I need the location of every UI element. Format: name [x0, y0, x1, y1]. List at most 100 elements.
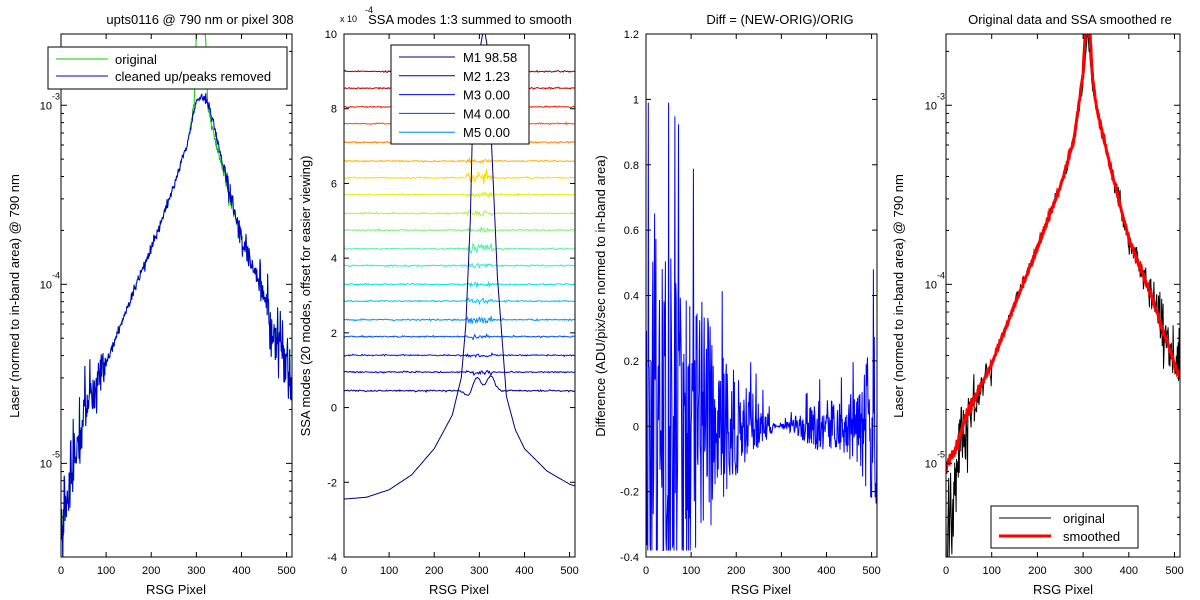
panel-2-plot-area: 0 100 200 300 400 500 -4 -2 0 2 4 6 8 10 M1 98.58 M2 1.… — [325, 29, 579, 577]
x-tick-label: 0 — [58, 565, 64, 577]
legend: original smoothed — [990, 505, 1139, 549]
panel-3-plot-area: 0 100 200 300 400 500 -0.4 -0.2 0 0.2 0.4 0.6 0.8 1 1.… — [620, 29, 881, 577]
y-tick-exponent: -3 — [52, 91, 60, 101]
panel-1-title: upts0116 @ 790 nm or pixel 308 — [106, 12, 293, 27]
mode-line — [344, 209, 575, 217]
series-smoothed-line — [946, 34, 1180, 474]
series-original-line — [61, 34, 292, 557]
y-tick-label: -0.2 — [620, 487, 639, 499]
series-layer — [646, 102, 877, 551]
y-tick-label: 1.2 — [624, 29, 639, 41]
mode-line — [344, 369, 575, 376]
mode-line — [344, 315, 575, 325]
mode-line — [344, 191, 575, 199]
mode-line — [344, 242, 575, 256]
x-tick-label: 100 — [983, 565, 1001, 577]
x-tick-label: 200 — [425, 565, 443, 577]
panel-1-xlabel: RSG Pixel — [146, 582, 206, 597]
y-tick-label: -2 — [327, 477, 337, 489]
y-tick-label: 0.8 — [624, 160, 639, 172]
panel-2-xlabel: RSG Pixel — [429, 582, 489, 597]
x-tick-label: 100 — [380, 565, 398, 577]
x-tick-label: 0 — [643, 565, 649, 577]
y-tick-label: 10 — [925, 279, 937, 291]
panel-2-multiplier: x 10 — [340, 14, 357, 24]
mode-line — [344, 333, 575, 341]
y-tick-exponent: -3 — [937, 91, 945, 101]
x-tick-label: 100 — [682, 565, 700, 577]
legend-entry-label: smoothed — [1063, 529, 1120, 544]
legend-entry-label: M1 98.58 — [463, 50, 517, 65]
y-tick-label: 10 — [325, 29, 337, 41]
mode-line — [344, 156, 575, 164]
y-tick-label: 0.2 — [624, 356, 639, 368]
y-tick-label: -0.4 — [620, 552, 639, 564]
y-tick-exponent: -5 — [52, 449, 60, 459]
y-tick-label: 10 — [925, 100, 937, 112]
mode-line — [344, 262, 575, 269]
y-tick-exponent: -5 — [937, 449, 945, 459]
y-tick-label: 6 — [331, 178, 337, 190]
y-tick-label: 1 — [633, 94, 639, 106]
legend-entry-label: original — [1063, 511, 1105, 526]
legend-entry-label: M3 0.00 — [463, 88, 510, 103]
axes-frame — [945, 33, 1181, 558]
panel-2-title: SSA modes 1:3 summed to smooth — [368, 12, 572, 27]
x-tick-label: 400 — [515, 565, 533, 577]
x-tick-label: 100 — [97, 565, 115, 577]
mode-line — [344, 296, 575, 306]
panel-2: SSA modes 1:3 summed to smooth RSG Pixel… — [298, 5, 579, 597]
legend-entry-label: cleaned up/peaks removed — [115, 69, 271, 84]
panel-4-ylabel: Laser (normed to in-band area) @ 790 nm — [891, 174, 906, 418]
panel-1: upts0116 @ 790 nm or pixel 308 RSG Pixel… — [7, 12, 296, 597]
x-tick-label: 300 — [772, 565, 790, 577]
y-tick-label: 8 — [331, 104, 337, 116]
legend: M1 98.58 M2 1.23 M3 0.00 M4 0.00 M5 0.00 — [390, 44, 530, 145]
mode-1-line — [344, 34, 575, 500]
panel-3: Diff = (NEW-ORIG)/ORIG RSG Pixel Differe… — [593, 12, 881, 597]
panel-1-ylabel: Laser (normed to in-band area) @ 790 nm — [7, 174, 22, 418]
legend-box — [990, 505, 1139, 549]
x-tick-label: 200 — [142, 565, 160, 577]
legend-entry-label: M4 0.00 — [463, 106, 510, 121]
mode-line — [344, 280, 575, 288]
x-tick-label: 500 — [560, 565, 578, 577]
mode-line — [344, 226, 575, 234]
y-tick-label: 10 — [40, 100, 52, 112]
y-tick-label: 4 — [331, 253, 337, 265]
panel-4-xlabel: RSG Pixel — [1033, 582, 1093, 597]
panel-3-xlabel: RSG Pixel — [731, 582, 791, 597]
x-tick-label: 200 — [1028, 565, 1046, 577]
x-tick-label: 300 — [187, 565, 205, 577]
legend-entry-label: M2 1.23 — [463, 69, 510, 84]
series-layer — [946, 34, 1180, 557]
axes-frame — [343, 33, 576, 558]
y-tick-label: 10 — [40, 458, 52, 470]
x-tick-label: 0 — [943, 565, 949, 577]
legend-entry-label: original — [115, 52, 157, 67]
x-tick-label: 200 — [727, 565, 745, 577]
mode-line — [344, 374, 575, 396]
y-tick-label: 2 — [331, 328, 337, 340]
series-difference-line — [646, 102, 877, 551]
y-tick-label: 0 — [331, 403, 337, 415]
x-tick-label: 400 — [1120, 565, 1138, 577]
series-original-line — [946, 34, 1180, 557]
panel-4-title: Original data and SSA smoothed re — [968, 12, 1172, 27]
x-tick-label: 500 — [277, 565, 295, 577]
x-tick-label: 500 — [862, 565, 880, 577]
y-tick-label: 0.6 — [624, 225, 639, 237]
legend-box — [47, 46, 288, 90]
legend: original cleaned up/peaks removed — [47, 46, 288, 90]
mode-line — [344, 351, 575, 359]
y-tick-label: -4 — [327, 552, 337, 564]
panel-2-ylabel: SSA modes (20 modes, offset for easier v… — [298, 156, 313, 437]
y-tick-label: 10 — [40, 279, 52, 291]
y-tick-label: 10 — [925, 458, 937, 470]
legend-entry-label: M5 0.00 — [463, 125, 510, 140]
y-tick-label: 0 — [633, 421, 639, 433]
x-tick-label: 400 — [232, 565, 250, 577]
panel-3-ylabel: Difference (ADU/pix/sec normed to in-ban… — [593, 155, 608, 437]
panel-3-title: Diff = (NEW-ORIG)/ORIG — [706, 12, 853, 27]
